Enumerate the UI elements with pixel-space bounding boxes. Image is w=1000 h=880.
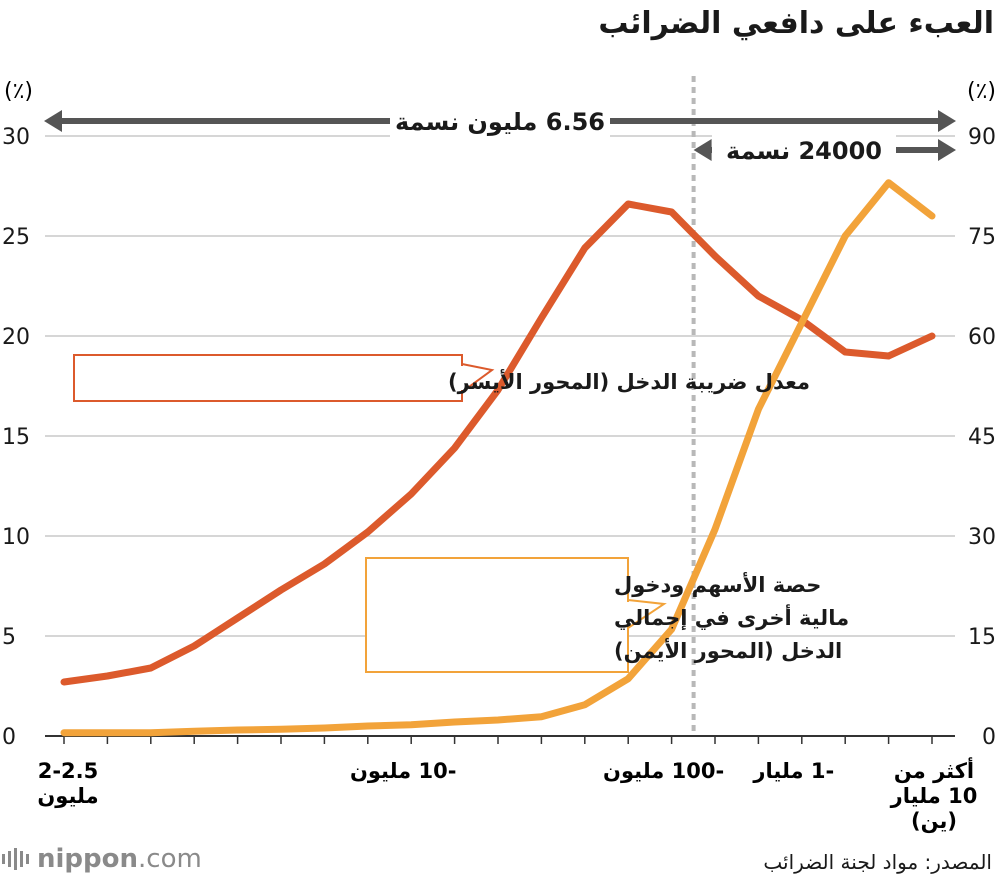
callout-joint — [626, 602, 630, 626]
callout-box — [73, 354, 463, 402]
left-tick-label: 15 — [2, 425, 30, 450]
span-total: 6.56 مليون نسمة — [44, 104, 956, 138]
callout-text: الدخل (المحور الأيمن) — [614, 637, 842, 663]
x-tick-label: -10 مليون — [350, 759, 457, 783]
span-top: 24000 نسمة — [693, 134, 956, 166]
callout-joint — [460, 366, 464, 390]
callouts: معدل ضريبة الدخل (المحور الأيسر) حصة الأس… — [73, 354, 849, 673]
callout-text: حصة الأسهم ودخول — [614, 571, 821, 597]
callout-box — [365, 557, 629, 673]
axis-labels: 0 5 10 15 20 25 30 0 15 30 45 60 75 90 (٪) (٪) 2-2.5مليو… — [2, 79, 996, 833]
left-tick-label: 5 — [2, 625, 16, 650]
x-tick-label: -1 مليار — [752, 759, 834, 783]
x-tick-label: 10 مليار — [890, 784, 978, 808]
right-tick-label: 75 — [968, 225, 996, 250]
right-tick-label: 0 — [982, 725, 996, 750]
logo-bars-icon — [2, 848, 29, 870]
callout-text: معدل ضريبة الدخل (المحور الأيسر) — [448, 368, 810, 394]
right-tick-label: 45 — [968, 425, 996, 450]
callout-tax-rate: معدل ضريبة الدخل (المحور الأيسر) — [73, 354, 810, 402]
left-tick-label: 20 — [2, 325, 30, 350]
span-arrowhead-right — [938, 110, 956, 132]
span-arrowhead-left — [693, 139, 712, 161]
x-tick-label: أكثر من — [894, 756, 974, 783]
callout-financial-income: حصة الأسهم ودخول مالية أخرى في إجمالي الدخ… — [365, 557, 849, 673]
x-tick-label: مليون — [37, 784, 98, 808]
right-tick-label: 60 — [968, 325, 996, 350]
x-tick-label: -100 مليون — [603, 759, 724, 783]
right-axis-unit: (٪) — [967, 79, 996, 104]
x-tick-label: (ين) — [911, 809, 957, 833]
nippon-logo: nippon.com — [2, 844, 202, 874]
callout-text: مالية أخرى في إجمالي — [614, 603, 849, 630]
left-tick-label: 30 — [2, 125, 30, 150]
series-line-financial-income — [60, 179, 936, 737]
right-tick-label: 15 — [968, 625, 996, 650]
right-tick-label: 90 — [968, 125, 996, 150]
x-tick-label: 2-2.5 — [38, 759, 99, 783]
span-arrowhead-left — [44, 110, 62, 132]
span-label: 24000 نسمة — [726, 137, 882, 165]
series-lines — [60, 179, 936, 737]
population-spans: 6.56 مليون نسمة 24000 نسمة — [44, 104, 956, 166]
chart-title: العبء على دافعي الضرائب — [598, 6, 994, 41]
logo-text: nippon.com — [37, 844, 202, 874]
left-tick-label: 25 — [2, 225, 30, 250]
span-label-bg — [712, 134, 896, 166]
span-label-bg — [390, 104, 610, 138]
series-line-tax-rate — [60, 200, 936, 686]
left-axis-unit: (٪) — [4, 79, 33, 104]
source-note: المصدر: مواد لجنة الضرائب — [763, 850, 992, 874]
span-label: 6.56 مليون نسمة — [395, 108, 605, 136]
left-tick-label: 10 — [2, 525, 30, 550]
span-arrowhead-right — [938, 139, 956, 161]
left-tick-label: 0 — [2, 725, 16, 750]
right-tick-label: 30 — [968, 525, 996, 550]
